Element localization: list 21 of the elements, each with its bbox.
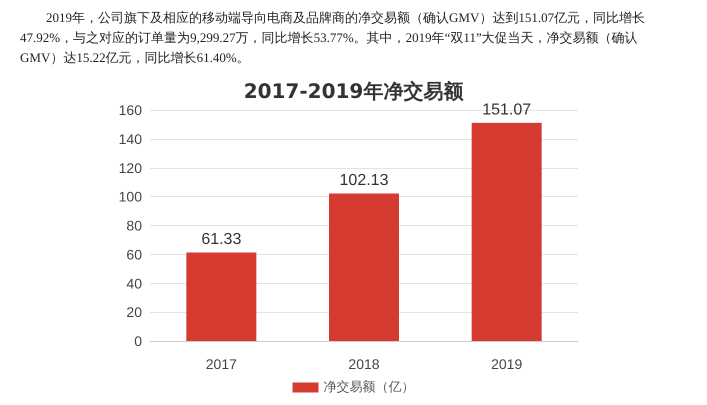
y-tick-label: 120 <box>118 160 142 176</box>
chart-title: 2017-2019年净交易额 <box>244 79 464 103</box>
y-tick-label: 160 <box>118 102 142 118</box>
data-label: 151.07 <box>482 101 532 118</box>
x-tick-label: 2019 <box>491 356 522 372</box>
bar <box>329 194 399 341</box>
y-tick-label: 40 <box>126 275 142 292</box>
data-label: 102.13 <box>340 172 389 190</box>
y-tick-label: 20 <box>126 304 142 320</box>
x-tick-label: 2018 <box>348 356 380 372</box>
y-tick-label: 100 <box>118 188 142 205</box>
x-tick-label: 2017 <box>206 356 238 372</box>
data-label: 61.33 <box>201 230 242 248</box>
y-tick-label: 80 <box>126 218 142 234</box>
bar <box>472 122 542 341</box>
y-tick-label: 140 <box>118 130 142 147</box>
y-tick-label: 0 <box>134 333 142 349</box>
text: 2019年，公司旗下及相应的移动端导向电商及品牌商的净交易额（确认GMV）达到151.07亿元，同比增长47.92%，与之对应的订单量为9,299.27万，同比增长53.77%。其中，2019年“双11”大促当天，净交易额（确认GMV）达15.22亿元，同比增长61.40%。 <box>19 9 646 67</box>
legend-label: 净交易额（亿） <box>324 379 414 395</box>
y-tick-label: 60 <box>126 246 142 262</box>
bar <box>186 252 256 341</box>
